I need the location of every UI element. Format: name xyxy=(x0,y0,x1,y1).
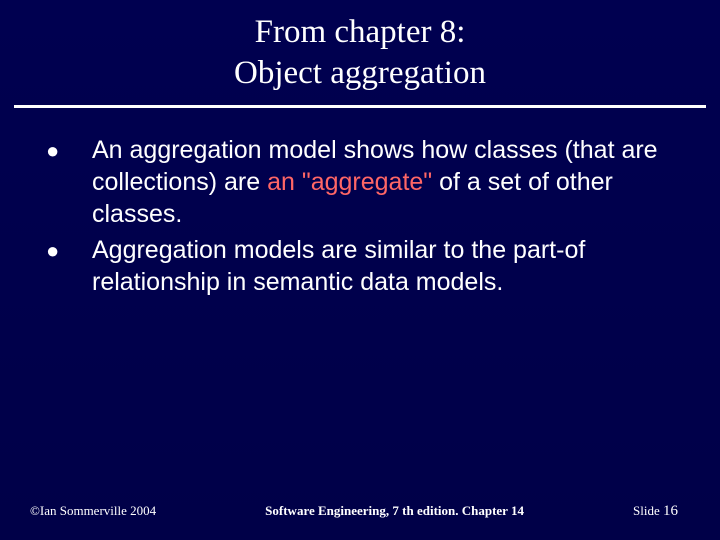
bullet-text: An aggregation model shows how classes (… xyxy=(92,134,676,230)
bullet-icon: ● xyxy=(44,234,92,268)
bullet-text-accent: an "aggregate" xyxy=(267,168,432,196)
footer-right: Slide 16 xyxy=(633,503,678,520)
bullet-text: Aggregation models are similar to the pa… xyxy=(92,234,676,298)
title-block: From chapter 8: Object aggregation xyxy=(14,0,706,108)
footer-center: Software Engineering, 7 th edition. Chap… xyxy=(265,503,524,519)
bullet-item: ● Aggregation models are similar to the … xyxy=(44,234,676,298)
slide: From chapter 8: Object aggregation ● An … xyxy=(0,0,720,540)
slide-number: 16 xyxy=(663,503,678,519)
slide-label: Slide xyxy=(633,503,663,518)
bullet-icon: ● xyxy=(44,134,92,168)
body: ● An aggregation model shows how classes… xyxy=(0,108,720,298)
footer-left: ©Ian Sommerville 2004 xyxy=(30,503,156,519)
title-line-1: From chapter 8: xyxy=(14,12,706,53)
bullet-item: ● An aggregation model shows how classes… xyxy=(44,134,676,230)
bullet-text-pre: Aggregation models are similar to the pa… xyxy=(92,236,585,296)
title-line-2: Object aggregation xyxy=(14,53,706,94)
footer: ©Ian Sommerville 2004 Software Engineeri… xyxy=(0,503,720,520)
